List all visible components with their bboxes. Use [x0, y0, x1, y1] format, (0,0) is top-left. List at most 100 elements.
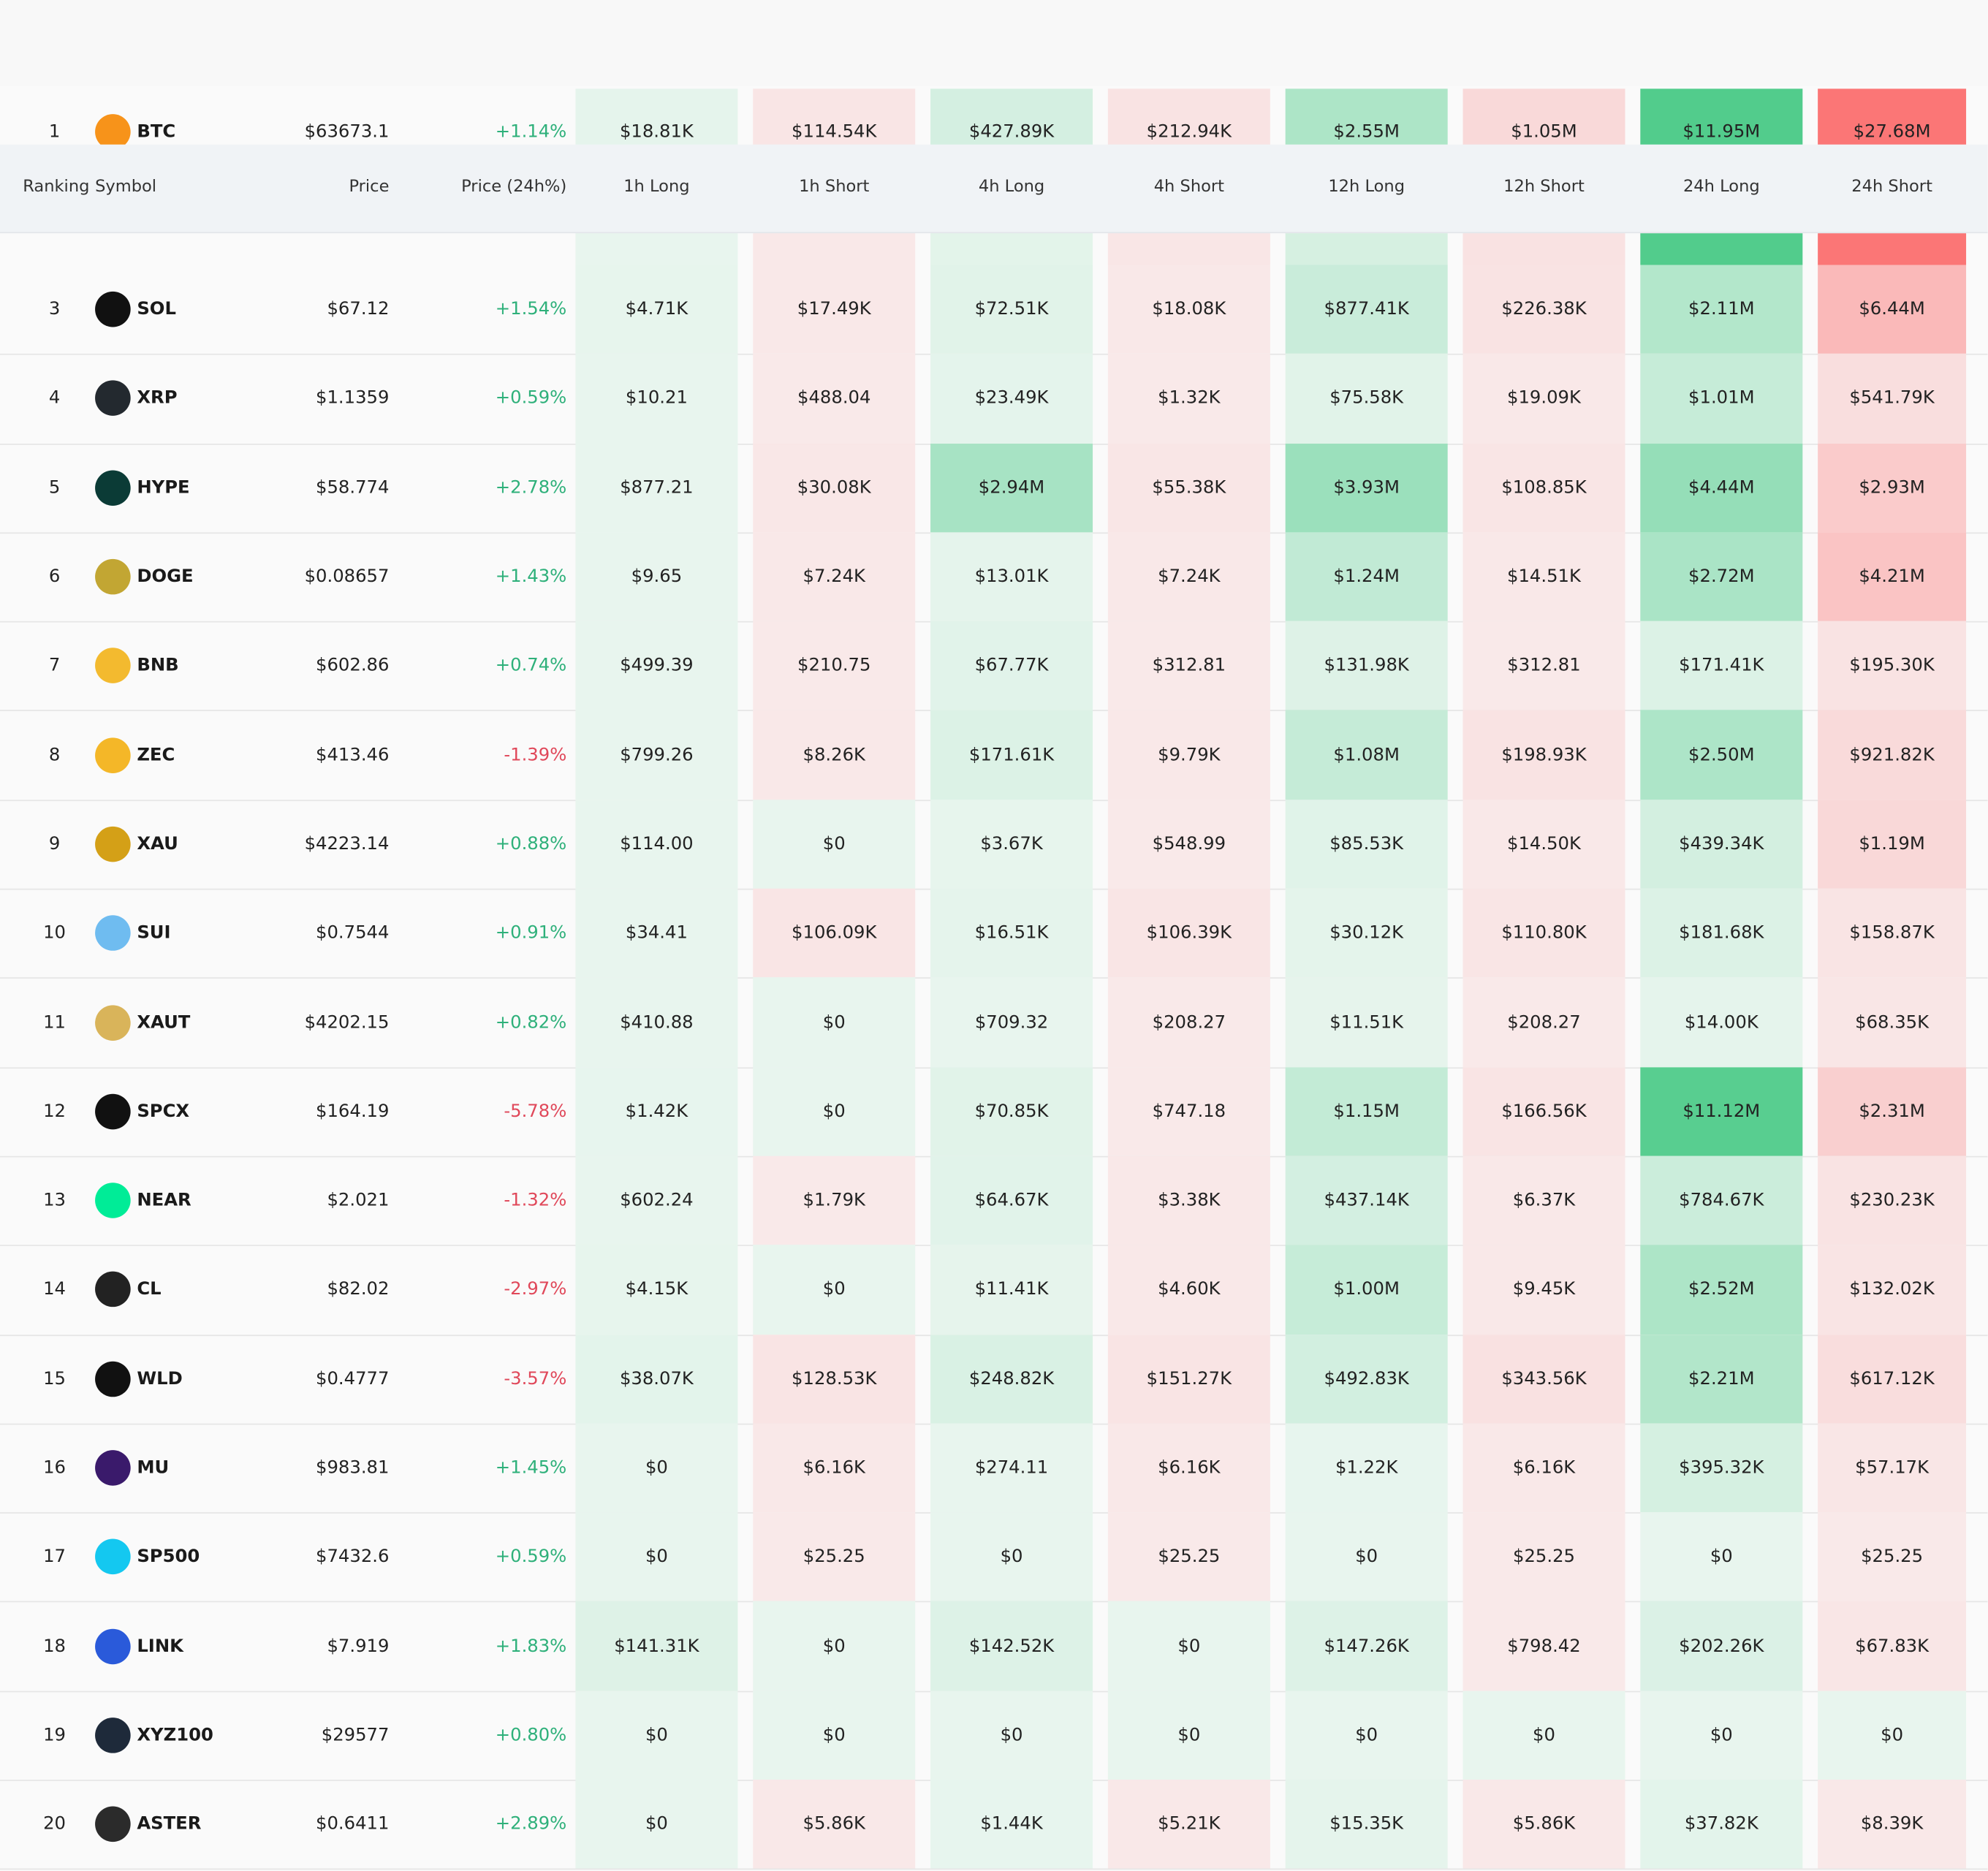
cell-value: $11.95M	[1682, 121, 1761, 142]
price-change: +0.59%	[495, 1546, 567, 1568]
cell-value: $0	[1177, 1725, 1201, 1746]
cell-value: $1.05M	[1511, 121, 1577, 142]
heat-cell	[1107, 888, 1270, 978]
symbol: CL	[137, 1279, 162, 1300]
cell-value: $1.44K	[980, 1814, 1043, 1835]
header-label: 4h Short	[1153, 177, 1225, 197]
cell-value: $5.21K	[1158, 1814, 1221, 1835]
heat-cell	[1462, 532, 1625, 622]
heat-cell	[930, 1690, 1093, 1780]
cell-value: $0	[822, 1012, 846, 1033]
heat-cell	[1462, 443, 1625, 533]
heat-cell	[753, 443, 916, 533]
cell-value: $4.60K	[1158, 1279, 1221, 1300]
symbol: XAU	[137, 834, 178, 854]
price-change: +0.91%	[495, 922, 567, 944]
coin-icon	[95, 737, 131, 773]
coin-icon	[95, 292, 131, 327]
coin-icon	[95, 1183, 131, 1218]
coin-icon	[95, 826, 131, 862]
heat-cell	[575, 1155, 738, 1245]
price: $0.4777	[316, 1368, 390, 1389]
price-change: +1.14%	[495, 121, 567, 142]
cell-value: $6.16K	[803, 1457, 865, 1479]
heat-cell	[1285, 1245, 1448, 1335]
heat-cell	[1462, 1780, 1625, 1870]
heat-cell	[1640, 354, 1803, 444]
heat-cell	[1107, 799, 1270, 889]
price: $983.81	[316, 1457, 390, 1479]
heat-cell	[753, 799, 916, 889]
coin-icon	[95, 915, 131, 952]
cell-value: $37.82K	[1684, 1814, 1759, 1835]
cell-value: $0	[1710, 1546, 1733, 1568]
heat-cell	[753, 354, 916, 444]
symbol: ZEC	[137, 745, 175, 765]
heat-cell	[575, 1334, 738, 1424]
cell-value: $11.51K	[1329, 1012, 1404, 1033]
heat-cell	[930, 888, 1093, 978]
heat-cell	[1107, 443, 1270, 533]
rank: 16	[43, 1457, 67, 1479]
cell-bg	[753, 232, 916, 265]
rank: 1	[48, 121, 61, 142]
heat-cell	[1107, 1512, 1270, 1602]
price-change: -1.32%	[504, 1190, 567, 1211]
price: $602.86	[316, 656, 390, 676]
cell-value: $427.89K	[968, 121, 1055, 142]
cell-value: $312.81	[1507, 656, 1581, 676]
coin-icon	[95, 380, 131, 417]
heat-cell	[1462, 265, 1625, 354]
rank: 4	[48, 388, 61, 409]
heat-cell	[930, 1512, 1093, 1602]
cell-value: $4.15K	[625, 1279, 688, 1300]
heat-cell	[1285, 532, 1448, 622]
price-change: +1.43%	[495, 566, 567, 588]
cell-value: $202.26K	[1679, 1636, 1764, 1657]
heat-cell	[1462, 354, 1625, 444]
heat-cell	[1818, 799, 1967, 889]
heat-cell	[1640, 1512, 1803, 1602]
price-change: +2.78%	[495, 477, 567, 498]
heat-cell	[1462, 1334, 1625, 1424]
heat-cell	[1818, 1066, 1967, 1156]
cell-value: $212.94K	[1146, 121, 1232, 142]
price-change: +1.83%	[495, 1636, 567, 1657]
cell-value: $439.34K	[1679, 834, 1764, 854]
cell-value: $2.11M	[1688, 299, 1755, 320]
header-label: Symbol	[95, 177, 157, 197]
heat-cell	[753, 1690, 916, 1780]
cell-value: $131.98K	[1324, 656, 1409, 676]
rank: 10	[43, 922, 67, 944]
cell-value: $9.79K	[1158, 745, 1221, 765]
cell-value: $0	[1533, 1725, 1555, 1746]
cell-value: $2.52M	[1688, 1279, 1755, 1300]
heat-cell	[753, 888, 916, 978]
heat-cell	[1640, 799, 1803, 889]
heat-cell	[1640, 710, 1803, 800]
rank: 9	[48, 834, 61, 854]
cell-bg	[1285, 232, 1448, 265]
header-label: 12h Short	[1503, 177, 1585, 197]
heat-cell	[1285, 265, 1448, 354]
coin-icon	[95, 1539, 131, 1575]
cell-value: $4.21M	[1859, 566, 1925, 588]
rank: 18	[43, 1636, 67, 1657]
cell-value: $0	[645, 1814, 668, 1835]
cell-value: $1.24M	[1333, 566, 1400, 588]
cell-value: $410.88	[620, 1012, 694, 1033]
cell-value: $30.08K	[797, 477, 871, 498]
cell-value: $3.93M	[1333, 477, 1400, 498]
heat-cell	[1285, 1690, 1448, 1780]
cell-value: $85.53K	[1329, 834, 1404, 854]
cell-value: $0	[822, 1101, 846, 1122]
cell-value: $23.49K	[974, 388, 1049, 409]
cell-value: $75.58K	[1329, 388, 1404, 409]
cell-value: $395.32K	[1679, 1457, 1764, 1479]
cell-value: $1.79K	[803, 1190, 865, 1211]
cell-value: $1.08M	[1333, 745, 1400, 765]
cell-value: $747.18	[1152, 1101, 1226, 1122]
cell-value: $709.32	[974, 1012, 1049, 1033]
heat-cell	[753, 1601, 916, 1691]
heat-cell	[753, 710, 916, 800]
